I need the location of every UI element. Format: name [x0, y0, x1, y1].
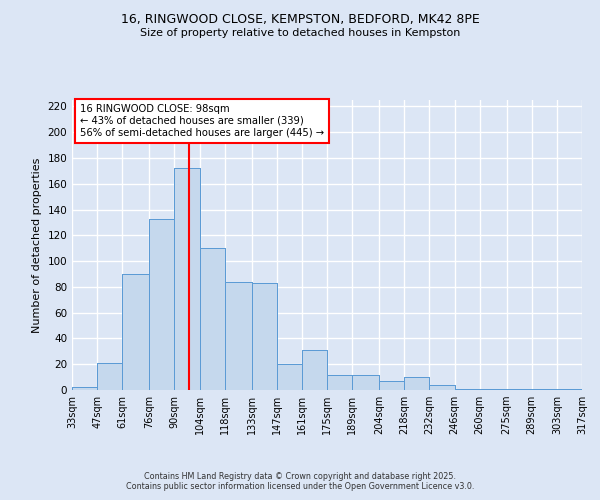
Bar	[97, 363, 122, 390]
Bar	[224, 282, 251, 390]
Bar	[455, 388, 479, 390]
Bar	[97, 363, 122, 390]
Bar	[532, 388, 557, 390]
Bar	[327, 374, 352, 390]
Bar	[506, 388, 532, 390]
Bar	[404, 377, 430, 390]
Bar	[327, 374, 352, 390]
Bar	[404, 377, 430, 390]
Bar	[479, 388, 506, 390]
Bar	[149, 218, 175, 390]
Bar	[557, 388, 582, 390]
Bar	[479, 388, 506, 390]
Bar	[72, 388, 97, 390]
Bar	[352, 374, 379, 390]
Bar	[277, 364, 302, 390]
Bar	[379, 381, 404, 390]
Bar	[430, 385, 455, 390]
Bar	[455, 388, 479, 390]
Text: Contains public sector information licensed under the Open Government Licence v3: Contains public sector information licen…	[126, 482, 474, 491]
Bar	[224, 282, 251, 390]
Text: Contains HM Land Registry data © Crown copyright and database right 2025.: Contains HM Land Registry data © Crown c…	[144, 472, 456, 481]
Bar	[175, 168, 199, 390]
Y-axis label: Number of detached properties: Number of detached properties	[32, 158, 42, 332]
Bar	[199, 248, 224, 390]
Bar	[506, 388, 532, 390]
Bar	[122, 274, 149, 390]
Bar	[557, 388, 582, 390]
Bar	[199, 248, 224, 390]
Bar	[302, 350, 327, 390]
Bar	[532, 388, 557, 390]
Text: Size of property relative to detached houses in Kempston: Size of property relative to detached ho…	[140, 28, 460, 38]
Bar	[122, 274, 149, 390]
Text: 16, RINGWOOD CLOSE, KEMPSTON, BEDFORD, MK42 8PE: 16, RINGWOOD CLOSE, KEMPSTON, BEDFORD, M…	[121, 12, 479, 26]
Bar	[251, 283, 277, 390]
Bar	[352, 374, 379, 390]
Bar	[149, 218, 175, 390]
Bar	[302, 350, 327, 390]
Bar	[72, 388, 97, 390]
Bar	[175, 168, 199, 390]
Bar	[379, 381, 404, 390]
Bar	[430, 385, 455, 390]
Bar	[277, 364, 302, 390]
Bar	[251, 283, 277, 390]
Text: 16 RINGWOOD CLOSE: 98sqm
← 43% of detached houses are smaller (339)
56% of semi-: 16 RINGWOOD CLOSE: 98sqm ← 43% of detach…	[80, 104, 324, 138]
